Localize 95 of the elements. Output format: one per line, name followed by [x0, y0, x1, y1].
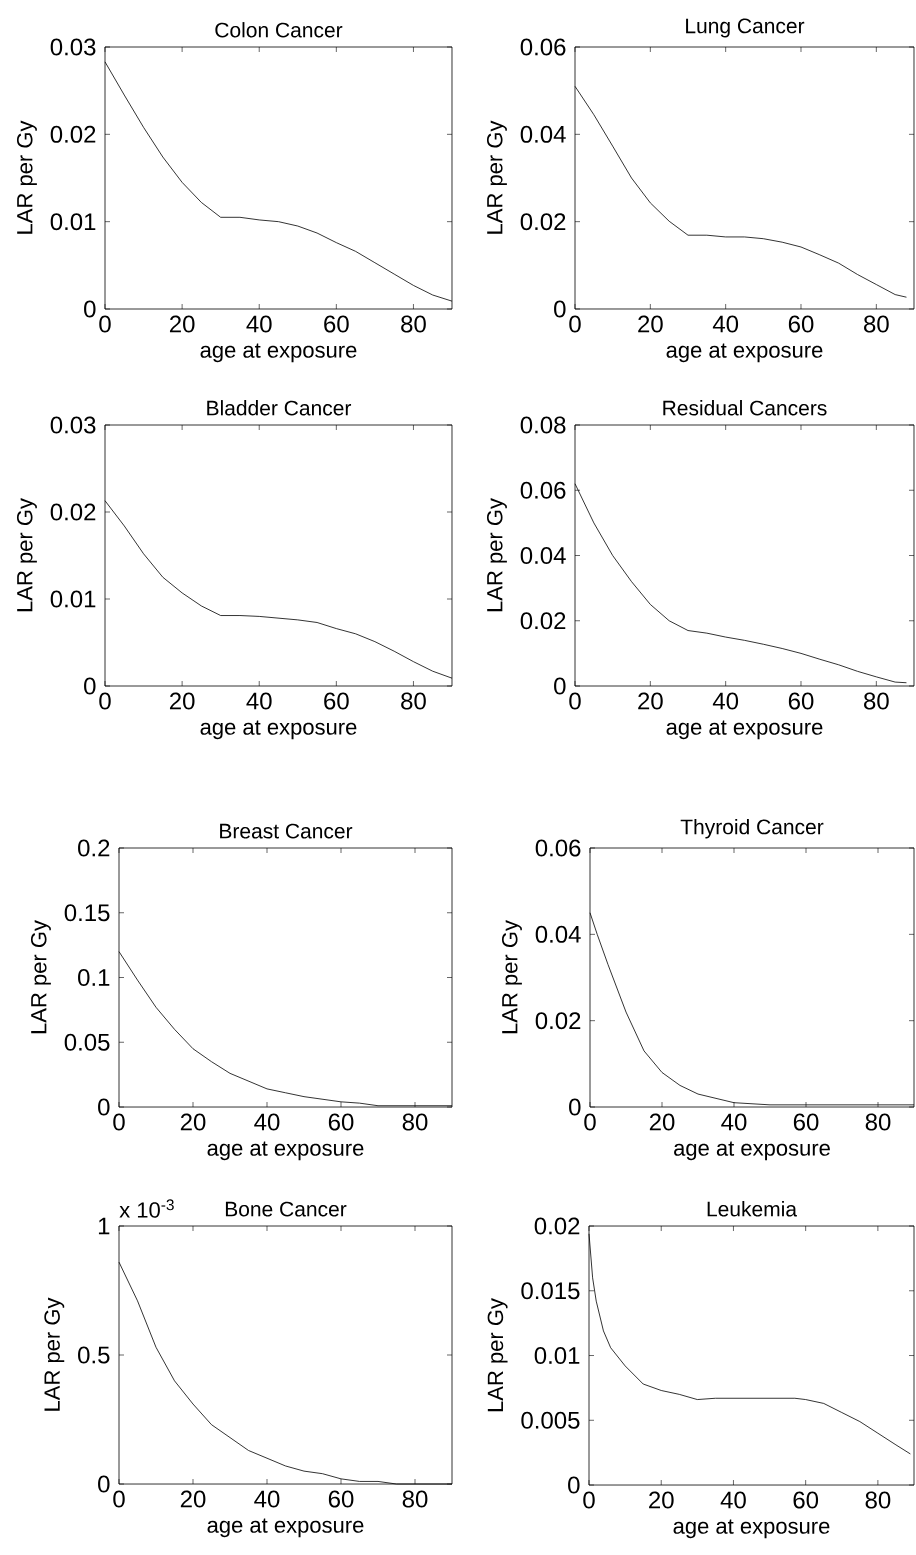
- y-tick-label: 0.015: [521, 1282, 580, 1300]
- y-tick-label: 0: [84, 677, 96, 695]
- x-axis-title: age at exposure: [207, 1141, 364, 1161]
- chart-title: Breast Cancer: [220, 823, 353, 839]
- x-tick-label: 20: [649, 1491, 674, 1509]
- x-tick-label: 20: [638, 315, 663, 333]
- y-tick-label: 0.15: [64, 904, 110, 922]
- x-tick-label: 40: [254, 1490, 280, 1508]
- x-tick-label: 60: [793, 1113, 819, 1131]
- y-tick-label: 0.02: [50, 503, 96, 521]
- x-axis-title: age at exposure: [200, 343, 357, 363]
- x-tick-label: 20: [638, 692, 663, 710]
- x-tick-label: 20: [180, 1113, 206, 1131]
- chart-title: Residual Cancers: [663, 400, 827, 416]
- x-tick-label: 0: [584, 1113, 596, 1131]
- x-tick-label: 80: [865, 1491, 891, 1509]
- x-tick-label: 20: [180, 1490, 206, 1508]
- y-tick-label: 0.06: [520, 38, 566, 56]
- y-tick-label: 0.04: [535, 925, 581, 943]
- y-tick-label: 0.01: [534, 1347, 580, 1365]
- y-tick-label: 0: [554, 300, 566, 318]
- x-tick-label: 40: [246, 692, 272, 710]
- x-tick-label: 0: [113, 1490, 125, 1508]
- x-tick-label: 80: [402, 1113, 428, 1131]
- x-tick-label: 60: [793, 1491, 819, 1509]
- x-axis-title: age at exposure: [674, 1141, 830, 1161]
- y-axis-title: LAR per Gy: [16, 120, 37, 234]
- y-tick-label: 0.06: [535, 839, 581, 857]
- y-tick-label: 0.5: [78, 1346, 110, 1364]
- y-tick-label: 0.03: [50, 416, 96, 434]
- y-tick-label: 0.01: [50, 213, 96, 231]
- y-axis-title: LAR per Gy: [486, 498, 507, 612]
- chart-title: Leukemia: [707, 1201, 798, 1217]
- y-axis-title: LAR per Gy: [30, 920, 51, 1034]
- y-tick-label: 0.04: [520, 125, 566, 143]
- x-tick-label: 80: [864, 315, 889, 333]
- y-tick-label: 0.02: [520, 612, 566, 630]
- x-tick-label: 60: [788, 692, 814, 710]
- y-tick-label: 0.05: [64, 1033, 110, 1051]
- x-tick-label: 60: [324, 692, 349, 710]
- y-tick-label: 0: [554, 677, 566, 695]
- chart-title: Bone Cancer: [225, 1201, 347, 1217]
- x-tick-label: 20: [649, 1113, 675, 1131]
- y-tick-label: 0.02: [520, 213, 566, 231]
- y-tick-label: 0.005: [521, 1411, 580, 1429]
- y-tick-label: 0: [568, 1476, 580, 1494]
- x-tick-label: 20: [169, 692, 195, 710]
- y-tick-label: 0.1: [78, 969, 110, 987]
- y-tick-label: 0.04: [520, 547, 566, 564]
- y-axis-title: LAR per Gy: [487, 1298, 508, 1412]
- x-axis-title: age at exposure: [673, 1519, 830, 1539]
- y-axis-title: LAR per Gy: [486, 120, 507, 234]
- y-tick-label: 0.06: [520, 481, 566, 499]
- y-tick-label: 0.01: [50, 590, 96, 608]
- x-axis-title: age at exposure: [200, 720, 357, 740]
- chart-title: Lung Cancer: [686, 18, 805, 38]
- text: x 10$^{-3}$: [119, 1199, 174, 1218]
- x-tick-label: 80: [401, 315, 426, 333]
- y-tick-label: 0.03: [50, 38, 96, 56]
- x-tick-label: 40: [254, 1113, 280, 1131]
- y-tick-label: 0.2: [78, 839, 110, 857]
- x-tick-label: 20: [169, 315, 195, 333]
- y-tick-label: 0: [569, 1098, 581, 1116]
- x-tick-label: 40: [720, 1491, 746, 1509]
- x-tick-label: 60: [324, 315, 349, 333]
- chart-title: Bladder Cancer: [207, 400, 352, 416]
- chart-title: Thyroid Cancer: [680, 818, 824, 839]
- y-tick-label: 0.08: [520, 416, 566, 434]
- x-axis-title: age at exposure: [666, 343, 823, 363]
- x-tick-label: 40: [712, 315, 739, 333]
- chart-title: Colon Cancer: [215, 22, 343, 38]
- x-tick-label: 40: [712, 692, 739, 710]
- y-tick-label: 0.02: [50, 125, 96, 143]
- x-tick-label: 0: [583, 1491, 595, 1509]
- x-tick-label: 0: [113, 1113, 125, 1131]
- x-tick-label: 80: [864, 692, 889, 710]
- y-tick-label: 1: [98, 1217, 110, 1235]
- x-tick-label: 80: [402, 1490, 428, 1508]
- x-tick-label: 80: [865, 1113, 891, 1131]
- x-tick-label: 60: [788, 315, 814, 333]
- y-tick-label: 0.02: [534, 1217, 580, 1235]
- y-tick-label: 0: [84, 300, 96, 318]
- y-axis-title: LAR per Gy: [501, 920, 522, 1034]
- x-tick-label: 40: [246, 315, 272, 333]
- x-tick-label: 60: [328, 1490, 354, 1508]
- y-axis-title: LAR per Gy: [16, 498, 37, 612]
- y-axis-title: LAR per Gy: [44, 1297, 65, 1411]
- y-tick-label: 0: [98, 1098, 110, 1116]
- x-axis-title: age at exposure: [666, 720, 823, 740]
- x-tick-label: 80: [401, 692, 426, 710]
- y-tick-label: 0: [98, 1475, 110, 1493]
- x-tick-label: 60: [328, 1113, 354, 1131]
- x-axis-title: age at exposure: [207, 1518, 364, 1538]
- x-tick-label: 40: [721, 1113, 747, 1131]
- y-tick-label: 0.02: [535, 1012, 581, 1030]
